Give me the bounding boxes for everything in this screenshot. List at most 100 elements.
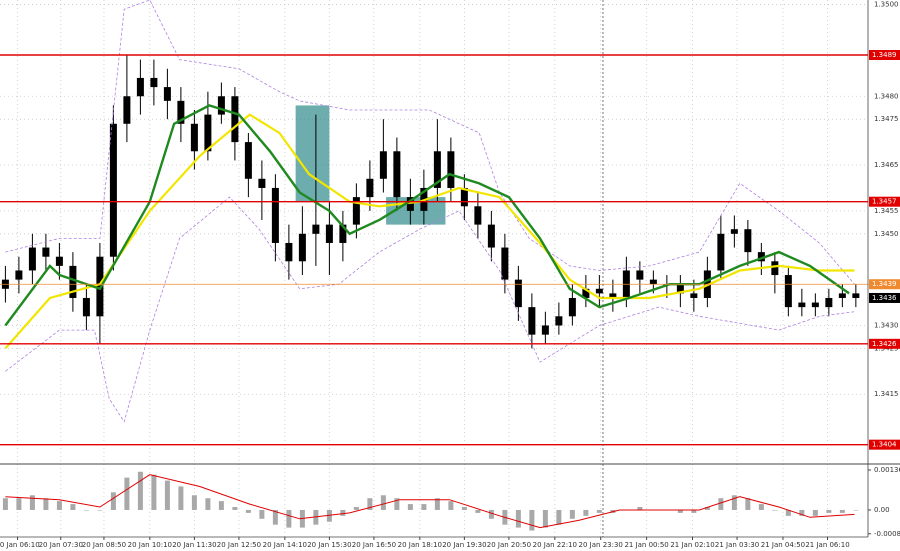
- histogram-bar: [772, 509, 778, 511]
- candle-body: [541, 325, 549, 335]
- candle-body: [190, 123, 198, 152]
- candle-body: [825, 297, 833, 308]
- candle-body: [757, 252, 765, 262]
- candle-body: [582, 288, 590, 298]
- candle-body: [204, 114, 212, 152]
- candle-body: [609, 293, 617, 298]
- candle-body: [258, 178, 266, 188]
- histogram-bar: [569, 509, 575, 519]
- histogram-bar: [56, 501, 62, 510]
- x-tick-label: 21 Jan 02:10: [670, 541, 714, 549]
- candle-body: [15, 270, 23, 280]
- y-tick-label: 1.3475: [874, 115, 899, 123]
- x-tick-label: 20 Jan 08:50: [82, 541, 126, 549]
- candle-body: [460, 187, 468, 207]
- annotation-box: [295, 105, 330, 202]
- candle-body: [109, 123, 117, 257]
- candle-body: [717, 233, 725, 271]
- candle-body: [69, 265, 77, 298]
- histogram-bar: [529, 509, 535, 531]
- x-tick-label: 20 Jan 07:30: [39, 541, 83, 549]
- level-label: 1.3404: [872, 441, 897, 449]
- histogram-bar: [232, 507, 238, 510]
- indicator-line: [5, 196, 855, 423]
- candle-body: [217, 96, 225, 115]
- y-tick-label: 0.00: [874, 506, 890, 514]
- histogram-bar: [43, 498, 49, 510]
- x-tick-label: 21 Jan 00:50: [624, 541, 668, 549]
- histogram-bar: [245, 509, 251, 513]
- histogram-bar: [97, 509, 103, 511]
- candle-body: [555, 316, 563, 326]
- candle-body: [136, 77, 144, 97]
- candle-body: [55, 256, 63, 266]
- x-tick-label: 21 Jan 06:10: [805, 541, 849, 549]
- y-tick-label: 1.3430: [874, 321, 899, 329]
- histogram-bar: [731, 495, 737, 510]
- candle-body: [163, 87, 171, 101]
- candle-body: [433, 151, 441, 188]
- candle-body: [339, 224, 347, 243]
- candle-body: [487, 224, 495, 248]
- candle-body: [177, 100, 185, 124]
- histogram-bar: [16, 498, 22, 510]
- candle-body: [744, 229, 752, 253]
- histogram-bar: [596, 509, 602, 513]
- candle-body: [501, 247, 509, 280]
- level-label-box: [869, 50, 900, 61]
- x-tick-label: 20 Jan 06:10: [0, 541, 40, 549]
- histogram-bar: [205, 498, 211, 510]
- y-tick-label: 1.3480: [874, 92, 899, 100]
- histogram-bar: [461, 507, 467, 510]
- histogram-bar: [2, 498, 8, 510]
- histogram-bar: [137, 471, 143, 510]
- histogram-bar: [367, 498, 373, 510]
- y-tick-label: 0.00136: [874, 466, 900, 474]
- histogram-bar: [407, 504, 413, 510]
- histogram-bar: [542, 509, 548, 528]
- histogram-bar: [178, 486, 184, 510]
- candle-body: [568, 297, 576, 317]
- level-label: 1.3436: [872, 294, 897, 302]
- indicator-line: [4, 113, 855, 350]
- histogram-bar: [70, 504, 76, 510]
- candle-body: [811, 302, 819, 308]
- candle-body: [474, 206, 482, 225]
- candle-body: [150, 77, 158, 88]
- candle-body: [312, 224, 320, 234]
- candle-body: [366, 178, 374, 198]
- histogram-bar: [637, 507, 643, 510]
- histogram-bar: [758, 504, 764, 510]
- histogram-bar: [799, 509, 805, 516]
- x-tick-label: 20 Jan 11:30: [172, 541, 216, 549]
- histogram-bar: [583, 509, 589, 516]
- x-tick-label: 20 Jan 15:30: [307, 541, 351, 549]
- histogram-bar: [380, 495, 386, 510]
- y-tick-label: 1.3500: [874, 1, 899, 9]
- x-tick-label: 20 Jan 19:30: [442, 541, 486, 549]
- candle-body: [676, 284, 684, 294]
- candle-body: [82, 297, 90, 317]
- candle-body: [42, 247, 50, 257]
- histogram-bar: [286, 509, 292, 528]
- x-tick-label: 20 Jan 20:50: [487, 541, 531, 549]
- x-tick-label: 21 Jan 03:30: [715, 541, 759, 549]
- level-label-box: [869, 292, 900, 303]
- histogram-bar: [218, 501, 224, 510]
- signal-line: [5, 474, 855, 529]
- candle-body: [798, 302, 806, 308]
- histogram-bar: [110, 492, 116, 510]
- candle-body: [838, 293, 846, 298]
- histogram-bar: [677, 509, 683, 513]
- histogram-bar: [83, 509, 89, 511]
- x-tick-label: 20 Jan 14:10: [263, 541, 307, 549]
- histogram-bar: [353, 507, 359, 510]
- histogram-bar: [812, 509, 818, 516]
- x-tick-label: 20 Jan 23:30: [579, 541, 623, 549]
- histogram-bar: [448, 501, 454, 510]
- candle-body: [271, 187, 279, 243]
- histogram-bar: [839, 509, 845, 513]
- candle-body: [123, 96, 131, 124]
- y-tick-label: 1.3465: [874, 161, 899, 169]
